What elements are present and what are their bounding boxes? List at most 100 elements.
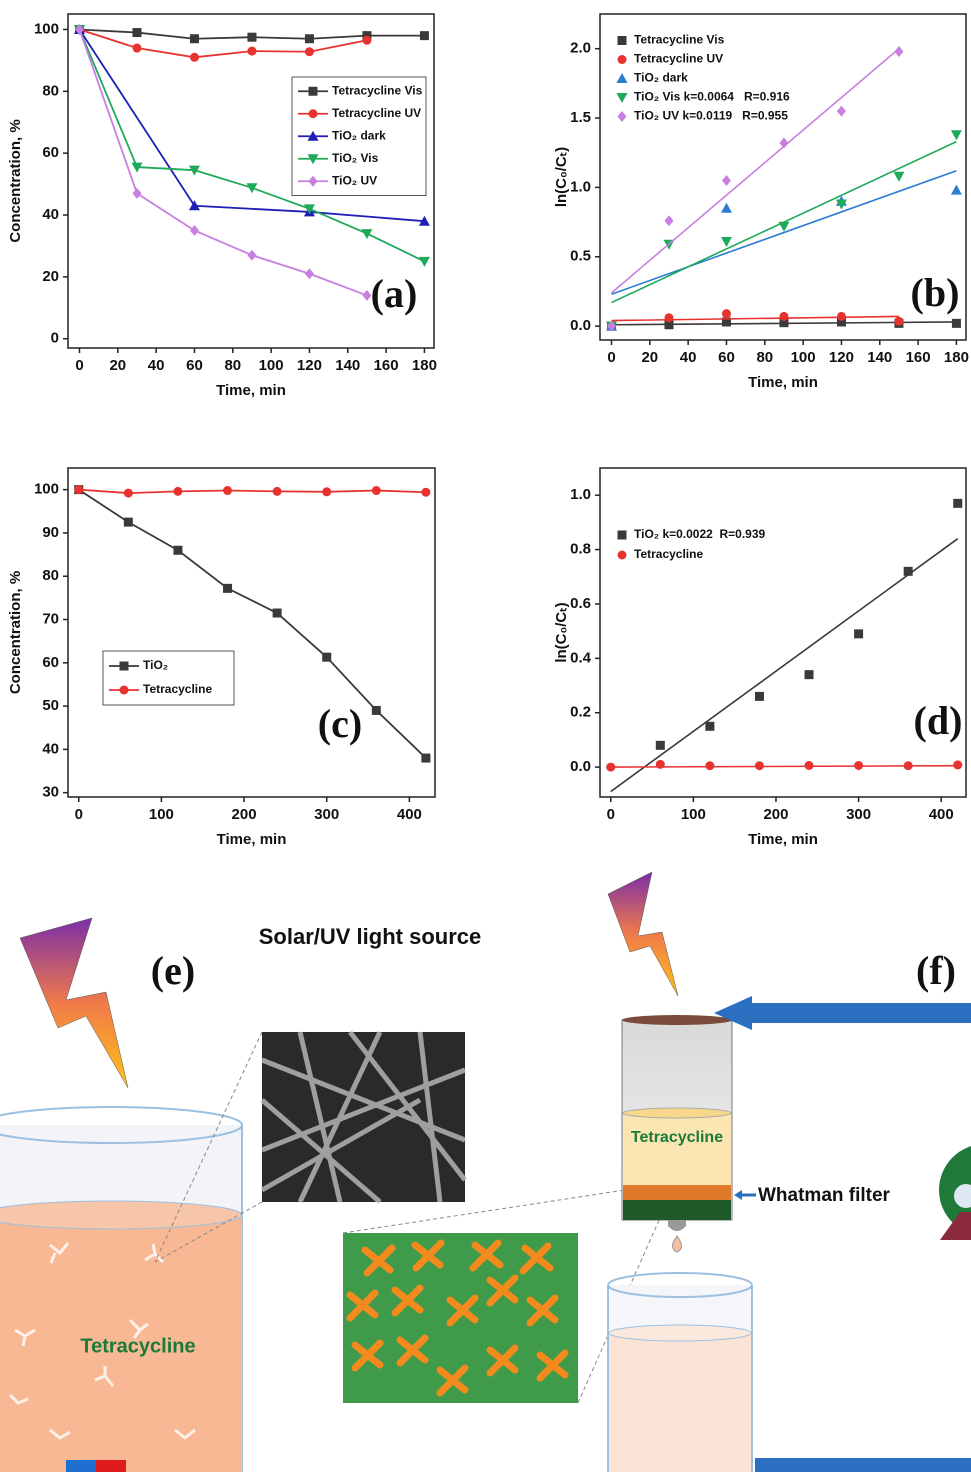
light-bolt xyxy=(19,917,129,1089)
marker xyxy=(223,486,233,496)
filter-pointer-head xyxy=(734,1190,742,1200)
x-tick-label: 100 xyxy=(149,806,174,823)
marker xyxy=(246,183,258,194)
marker xyxy=(362,289,372,301)
nanofibers xyxy=(8,1242,196,1440)
marker xyxy=(951,318,961,328)
collected-surface xyxy=(608,1324,752,1342)
fit-line xyxy=(611,315,899,322)
series-line xyxy=(78,488,426,495)
marker xyxy=(616,73,628,83)
x-axis-label: Time, min xyxy=(748,831,818,848)
x-tick-label: 0 xyxy=(607,806,615,823)
x-tick-label: 60 xyxy=(718,349,735,366)
legend-label: TiO₂ dark xyxy=(634,71,688,85)
legend-label: TiO₂ dark xyxy=(332,128,386,142)
collection-rim xyxy=(607,1272,753,1298)
zoom-line xyxy=(154,1031,263,1263)
series-line xyxy=(78,28,425,223)
legend-label: TiO₂ UV k=0.0119 R=0.955 xyxy=(634,109,788,123)
x-tick-label: 20 xyxy=(641,349,658,366)
x-tick-label: 80 xyxy=(224,357,241,374)
marker xyxy=(953,760,963,770)
y-tick-label: 40 xyxy=(42,740,59,757)
plot-frame xyxy=(67,467,436,798)
marker xyxy=(247,32,257,42)
filter-label: Whatman filter xyxy=(758,1185,891,1206)
fit-line xyxy=(610,538,959,793)
y-tick-label: 0.4 xyxy=(570,649,592,666)
flow-arrow xyxy=(755,1458,971,1472)
legend-label: TiO₂ Vis k=0.0064 R=0.916 xyxy=(634,90,790,104)
marker xyxy=(119,685,129,695)
marker xyxy=(371,486,381,496)
x-tick-label: 100 xyxy=(681,806,706,823)
y-tick-label: 30 xyxy=(42,784,59,801)
y-axis-label: Concentration, % xyxy=(7,119,24,242)
y-tick-label: 0.2 xyxy=(570,704,591,721)
marker xyxy=(617,550,627,560)
x-axis-label: Time, min xyxy=(216,382,286,399)
marker xyxy=(173,486,183,496)
marker xyxy=(705,761,715,771)
flow-arrow xyxy=(750,1003,971,1023)
marker xyxy=(720,237,732,248)
filter-base xyxy=(623,1200,731,1220)
column-surface xyxy=(622,1107,732,1119)
marker xyxy=(188,200,200,211)
marker xyxy=(303,204,315,215)
x-tick-label: 180 xyxy=(944,349,969,366)
marker xyxy=(304,47,314,57)
marker xyxy=(272,486,282,496)
x-tick-label: 100 xyxy=(791,349,816,366)
beaker-rim xyxy=(0,1106,243,1144)
y-tick-label: 60 xyxy=(42,654,59,671)
marker xyxy=(132,28,142,38)
x-tick-label: 160 xyxy=(906,349,931,366)
x-tick-label: 0 xyxy=(75,357,83,374)
marker xyxy=(903,761,913,771)
collected-solution xyxy=(609,1333,751,1472)
y-tick-label: 20 xyxy=(42,268,59,285)
marker xyxy=(617,530,627,540)
marker xyxy=(804,760,814,770)
marker xyxy=(617,36,627,45)
marker xyxy=(606,762,616,772)
x-tick-label: 120 xyxy=(297,357,322,374)
marker xyxy=(893,171,905,182)
marker xyxy=(418,256,430,267)
x-tick-label: 60 xyxy=(186,357,203,374)
y-tick-label: 70 xyxy=(42,610,59,627)
plot-frame xyxy=(67,13,435,349)
marker xyxy=(664,215,674,227)
solution-surface xyxy=(0,1200,243,1230)
x-tick-label: 20 xyxy=(109,357,126,374)
x-tick-label: 400 xyxy=(397,806,422,823)
pump xyxy=(939,1146,971,1234)
x-tick-label: 40 xyxy=(680,349,697,366)
x-tick-label: 200 xyxy=(763,806,788,823)
marker xyxy=(617,55,627,64)
x-tick-label: 80 xyxy=(756,349,773,366)
legend-label: TiO₂ Vis xyxy=(332,151,379,165)
legend: TiO₂ k=0.0022 R=0.939 Tetracycline xyxy=(617,527,766,561)
marker xyxy=(322,652,332,662)
series-line xyxy=(78,29,368,297)
column-outlet xyxy=(668,1220,686,1231)
marker xyxy=(894,316,904,326)
y-tick-label: 0.8 xyxy=(570,541,591,558)
filter-layer xyxy=(623,1185,731,1200)
solution xyxy=(0,1215,242,1472)
marker xyxy=(754,691,764,701)
marker xyxy=(123,517,133,527)
marker xyxy=(189,52,199,62)
marker xyxy=(188,165,200,176)
marker xyxy=(655,740,665,750)
column-solution xyxy=(623,1113,731,1185)
legend: Tetracycline Vis Tetracycline UV TiO₂ dark… xyxy=(291,76,427,196)
y-tick-label: 100 xyxy=(34,20,59,37)
marker xyxy=(854,629,864,639)
fit-line xyxy=(610,48,900,294)
marker xyxy=(307,130,319,141)
